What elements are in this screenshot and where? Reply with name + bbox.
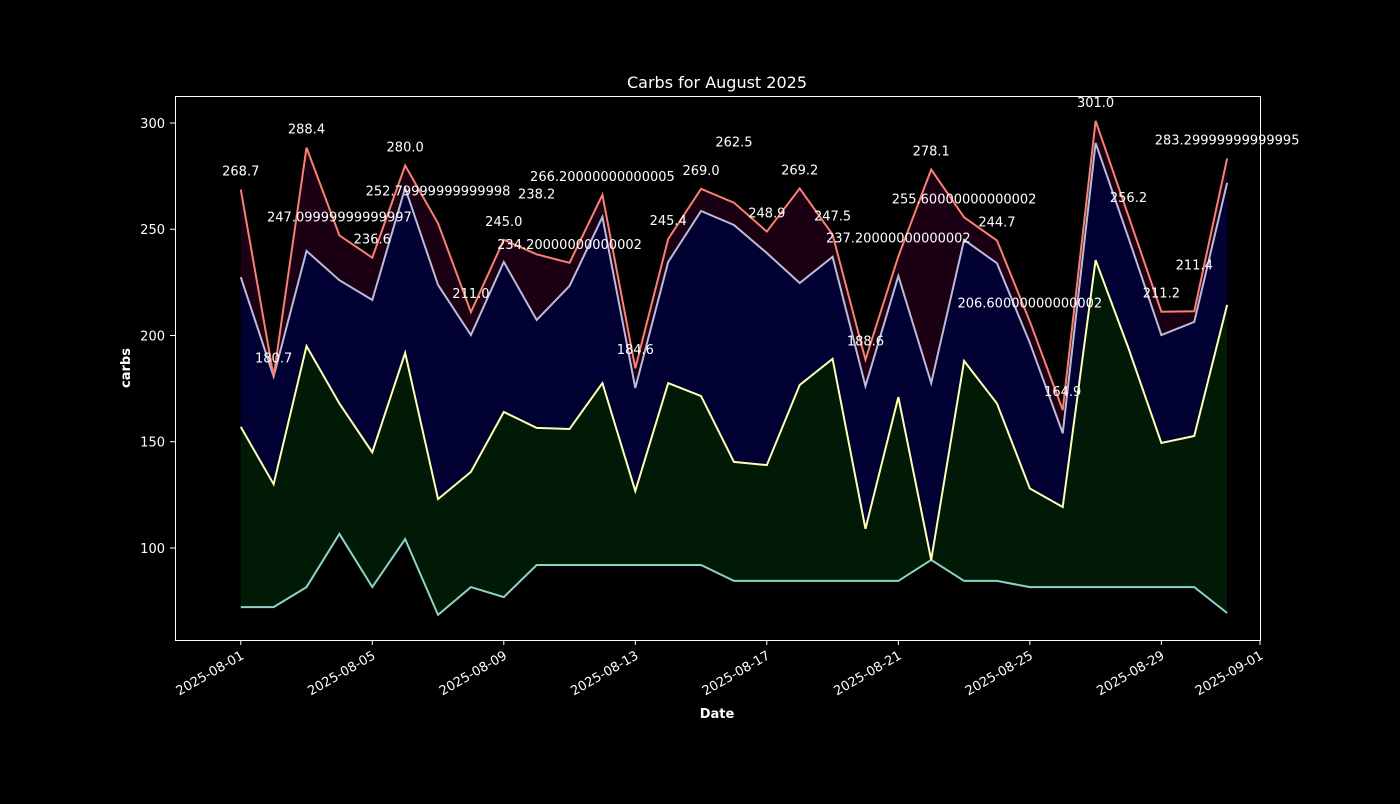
data-label: 269.2 bbox=[781, 163, 818, 178]
data-label: 234.20000000000002 bbox=[497, 238, 642, 253]
area-series-4 bbox=[240, 120, 1228, 434]
x-tick-label: 2025-08-17 bbox=[700, 648, 773, 699]
y-tick-label: 150 bbox=[140, 436, 165, 451]
data-label: 188.6 bbox=[847, 335, 884, 350]
data-label: 301.0 bbox=[1077, 96, 1114, 111]
chart-title: Carbs for August 2025 bbox=[627, 73, 807, 92]
area-series-3 bbox=[240, 142, 1228, 560]
data-label: 211.0 bbox=[452, 287, 489, 302]
data-label: 247.09999999999997 bbox=[267, 210, 412, 225]
data-label: 266.20000000000005 bbox=[530, 170, 675, 185]
data-label: 206.60000000000002 bbox=[957, 296, 1102, 311]
x-tick-label: 2025-08-01 bbox=[174, 648, 247, 699]
data-labels: 268.7 180.7 288.4 247.09999999999997 236.6 28… bbox=[222, 96, 1299, 400]
line-series-2 bbox=[239, 259, 1229, 561]
y-tick-label: 300 bbox=[140, 117, 165, 132]
x-tick-label: 2025-08-13 bbox=[568, 648, 641, 699]
data-label: 184.6 bbox=[617, 343, 654, 358]
data-label: 211.4 bbox=[1176, 258, 1213, 273]
data-label: 244.7 bbox=[978, 216, 1015, 231]
series-lines bbox=[239, 120, 1229, 617]
data-label: 252.79999999999998 bbox=[366, 184, 511, 199]
area-layers bbox=[240, 120, 1228, 640]
x-tick-label: 2025-08-09 bbox=[437, 648, 510, 699]
data-label: 180.7 bbox=[255, 352, 292, 367]
plot-frame bbox=[175, 96, 1261, 641]
x-tick-label: 2025-08-25 bbox=[963, 648, 1036, 699]
data-label: 248.9 bbox=[748, 207, 785, 222]
y-tick-label: 250 bbox=[140, 223, 165, 238]
area-series-1 bbox=[240, 533, 1228, 640]
x-axis: 2025-08-01 2025-08-05 2025-08-09 2025-08-13… bbox=[174, 640, 1266, 699]
data-label: 236.6 bbox=[354, 233, 391, 248]
data-label: 268.7 bbox=[222, 165, 259, 180]
x-tick-label: 2025-09-01 bbox=[1193, 648, 1266, 699]
data-label: 283.29999999999995 bbox=[1155, 133, 1300, 148]
data-label: 237.20000000000002 bbox=[826, 231, 971, 246]
x-tick-label: 2025-08-05 bbox=[305, 648, 378, 699]
data-label: 256.2 bbox=[1110, 191, 1147, 206]
data-label: 238.2 bbox=[518, 187, 555, 202]
line-series-1 bbox=[240, 532, 1228, 617]
data-label: 255.60000000000002 bbox=[892, 192, 1037, 207]
data-label: 164.9 bbox=[1044, 385, 1081, 400]
y-axis: 100 150 200 250 300 bbox=[140, 117, 175, 557]
x-tick-label: 2025-08-21 bbox=[831, 648, 904, 699]
data-label: 288.4 bbox=[288, 123, 325, 138]
data-label: 262.5 bbox=[715, 136, 752, 151]
y-tick-label: 200 bbox=[140, 329, 165, 344]
line-series-3 bbox=[239, 142, 1229, 434]
data-label: 245.0 bbox=[485, 215, 522, 230]
data-label: 247.5 bbox=[814, 210, 851, 225]
y-axis-label: carbs bbox=[119, 348, 134, 388]
data-label: 278.1 bbox=[913, 145, 950, 160]
area-series-2 bbox=[240, 260, 1228, 615]
line-series-4 bbox=[239, 120, 1229, 411]
data-label: 269.0 bbox=[682, 164, 719, 179]
x-tick-label: 2025-08-29 bbox=[1094, 648, 1167, 699]
y-tick-label: 100 bbox=[140, 542, 165, 557]
data-label: 245.4 bbox=[650, 214, 687, 229]
data-label: 280.0 bbox=[387, 140, 424, 155]
data-label: 211.2 bbox=[1143, 287, 1180, 302]
x-axis-label: Date bbox=[700, 707, 735, 722]
